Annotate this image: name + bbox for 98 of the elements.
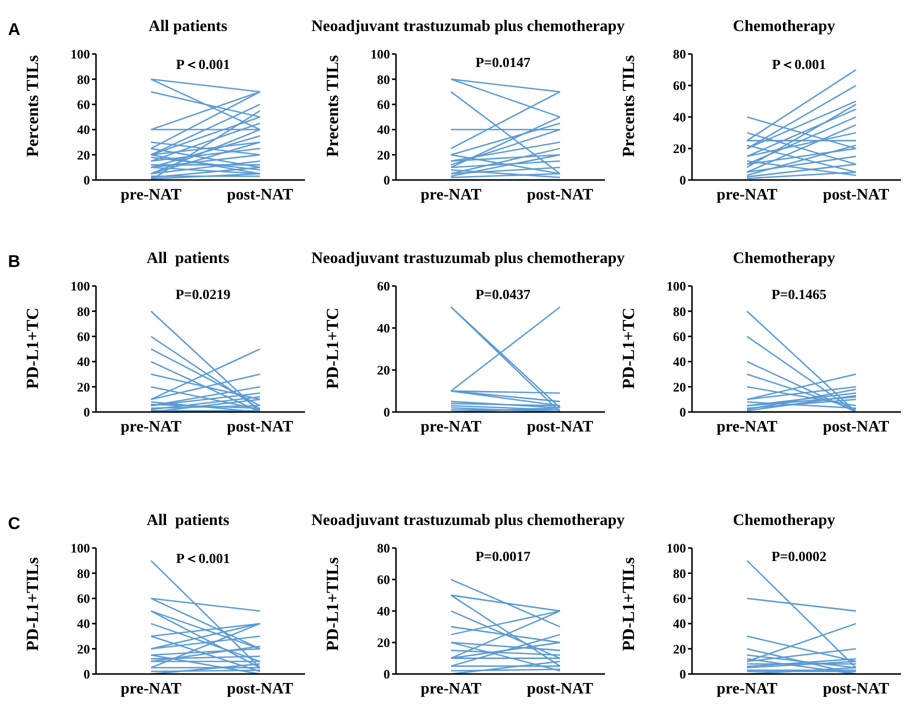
text: C	[8, 514, 20, 534]
y-tick-label: 20	[77, 379, 90, 394]
y-tick-label: 60	[673, 591, 686, 606]
chart-title: All patients	[146, 250, 230, 268]
x-tick-label: post-NAT	[226, 186, 294, 204]
x-tick-label: pre-NAT	[716, 680, 778, 698]
y-axis-title: PD-L1+TC	[323, 308, 342, 389]
y-tick-label: 40	[673, 354, 686, 370]
x-tick-label: pre-NAT	[120, 680, 182, 698]
x-tick-label: pre-NAT	[120, 418, 182, 436]
text: B	[8, 252, 20, 272]
annotation: P＜0.001	[770, 57, 828, 74]
y-tick-label: 0	[680, 666, 686, 682]
annotation: P=0.1465	[770, 288, 828, 304]
y-tick-label: 80	[673, 566, 686, 581]
y-tick-label: 0	[84, 172, 90, 188]
y-tick-label: 0	[680, 404, 686, 420]
y-tick-label: 80	[377, 72, 390, 87]
annotation: P＜0.001	[174, 551, 232, 568]
y-tick-label: 40	[377, 122, 390, 138]
x-tick-label: pre-NAT	[716, 186, 778, 204]
x-tick-label: post-NAT	[526, 186, 594, 204]
y-axis-title: PD-L1+TILs	[23, 556, 42, 651]
y-tick-label: 100	[370, 46, 390, 62]
y-tick-label: 40	[673, 110, 686, 125]
annotation: P=0.0002	[770, 550, 828, 566]
y-tick-label: 0	[384, 666, 390, 682]
y-tick-label: 100	[666, 540, 686, 556]
y-tick-label: 40	[77, 616, 90, 632]
y-tick-label: 60	[377, 278, 390, 294]
y-tick-label: 80	[77, 72, 90, 87]
y-tick-label: 20	[673, 641, 686, 656]
y-tick-label: 40	[673, 616, 686, 632]
text: A	[8, 20, 20, 40]
y-tick-label: 80	[77, 566, 90, 581]
y-tick-label: 40	[377, 604, 390, 619]
x-tick-label: post-NAT	[526, 418, 594, 436]
y-axis-title: PD-L1+TC	[23, 308, 42, 389]
y-tick-label: 100	[70, 46, 90, 62]
y-axis-title: Precents TILs	[619, 54, 638, 157]
y-tick-label: 20	[673, 141, 686, 156]
y-tick-label: 20	[377, 635, 390, 650]
x-tick-label: pre-NAT	[120, 186, 182, 204]
y-tick-label: 0	[384, 172, 390, 188]
x-tick-label: post-NAT	[822, 418, 890, 436]
annotation: P=0.0437	[474, 288, 532, 304]
y-tick-label: 0	[384, 404, 390, 420]
y-tick-label: 60	[77, 591, 90, 606]
chart-title: Chemotherapy	[732, 18, 836, 36]
x-tick-label: post-NAT	[226, 680, 294, 698]
y-tick-label: 60	[377, 572, 390, 588]
y-tick-label: 60	[377, 97, 390, 112]
x-tick-label: post-NAT	[822, 680, 890, 698]
chart-title: Neoadjuvant trastuzumab plus chemotherapy	[310, 250, 626, 268]
y-tick-label: 60	[77, 97, 90, 112]
y-tick-label: 40	[377, 320, 390, 336]
y-tick-label: 60	[673, 78, 686, 94]
y-tick-label: 20	[77, 641, 90, 656]
y-tick-label: 20	[377, 147, 390, 162]
x-tick-label: post-NAT	[526, 680, 594, 698]
chart-title: All patients	[146, 512, 230, 530]
chart-title: Neoadjuvant trastuzumab plus chemotherapy	[310, 18, 626, 36]
y-tick-label: 80	[77, 304, 90, 319]
y-tick-label: 0	[84, 666, 90, 682]
chart-title: All patients	[148, 18, 228, 36]
y-tick-label: 20	[673, 379, 686, 394]
y-tick-label: 40	[77, 354, 90, 370]
y-tick-label: 40	[77, 122, 90, 138]
y-tick-label: 80	[673, 304, 686, 319]
y-tick-label: 60	[673, 329, 686, 344]
y-tick-label: 80	[377, 540, 390, 556]
annotation: P=0.0147	[474, 56, 532, 72]
y-tick-label: 100	[666, 278, 686, 294]
x-tick-label: pre-NAT	[420, 418, 482, 436]
annotation: P＜0.001	[174, 57, 232, 74]
y-axis-title: Precents TILs	[323, 54, 342, 157]
annotation: P=0.0017	[474, 550, 532, 566]
y-axis-title: Percents TILs	[23, 54, 42, 157]
x-tick-label: post-NAT	[822, 186, 890, 204]
chart-title: Chemotherapy	[732, 512, 836, 530]
chart-title: Neoadjuvant trastuzumab plus chemotherapy	[310, 512, 626, 530]
x-tick-label: pre-NAT	[420, 680, 482, 698]
y-tick-label: 0	[84, 404, 90, 420]
y-tick-label: 0	[680, 172, 686, 188]
y-axis-title: PD-L1+TC	[619, 308, 638, 389]
chart-title: Chemotherapy	[732, 250, 836, 268]
x-tick-label: pre-NAT	[716, 418, 778, 436]
y-tick-label: 60	[77, 329, 90, 344]
y-tick-label: 100	[70, 278, 90, 294]
annotation: P=0.0219	[174, 288, 232, 304]
x-tick-label: pre-NAT	[420, 186, 482, 204]
x-tick-label: post-NAT	[226, 418, 294, 436]
y-tick-label: 20	[77, 147, 90, 162]
y-axis-title: PD-L1+TILs	[323, 556, 342, 651]
y-axis-title: PD-L1+TILs	[619, 556, 638, 651]
y-tick-label: 20	[377, 362, 390, 378]
y-tick-label: 100	[70, 540, 90, 556]
y-tick-label: 80	[673, 46, 686, 62]
